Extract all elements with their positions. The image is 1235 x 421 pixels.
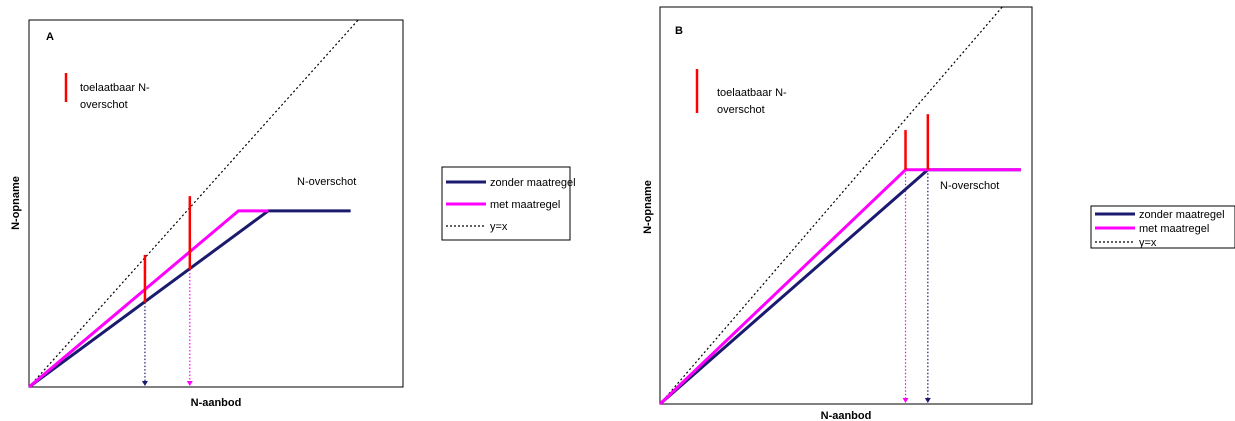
series-line-y-equals-x [28,19,359,388]
series-line-zonder-maatregel [659,168,1021,406]
series-line-met-maatregel [28,209,269,389]
panel-b-plot [658,6,1021,406]
drop-line-arrowhead [902,398,909,403]
panel-a-region-label: N-overschot [297,176,356,188]
legend-label: met maatregel [1139,223,1209,235]
panel-a: A toelaatbaar N- overschot N-overschot N… [10,19,404,409]
panel-b-frame [659,6,1033,405]
panel-b-xlabel: N-aanbod [821,410,872,421]
panel-b-letter: B [675,25,683,37]
legend-b-frame [1090,205,1235,249]
legend-label: zonder maatregel [490,177,576,189]
panel-b: B toelaatbaar N- overschot N-overschot N… [642,6,1033,421]
panel-b-note-line2: overschot [717,104,765,116]
legend-label: zonder maatregel [1139,209,1225,221]
panel-b-ylabel: N-opname [642,180,654,234]
legend-a: zonder maatregel met maatregel y=x [441,166,576,241]
legend-label: y=x [490,221,508,233]
drop-line-arrowhead [186,381,193,386]
series-line-met-maatregel [658,168,1021,406]
legend-label: y=x [1139,237,1157,249]
panel-a-plot [28,19,359,389]
panel-a-note-line2: overschot [80,99,128,111]
drop-line-arrowhead [924,398,931,403]
legend-label: met maatregel [490,199,560,211]
panel-a-note-line1: toelaatbaar N- [80,82,150,94]
drop-line-arrowhead [141,381,148,386]
series-line-y-equals-x [659,6,1003,405]
panel-b-note-line1: toelaatbaar N- [717,87,787,99]
panel-a-frame [28,19,404,388]
legend-b: zonder maatregel met maatregel y=x [1090,205,1235,249]
panel-a-xlabel: N-aanbod [191,397,242,409]
panel-b-region-label: N-overschot [940,180,999,192]
panel-a-letter: A [46,31,54,43]
legend-a-frame [441,166,571,241]
panel-a-ylabel: N-opname [10,176,22,230]
